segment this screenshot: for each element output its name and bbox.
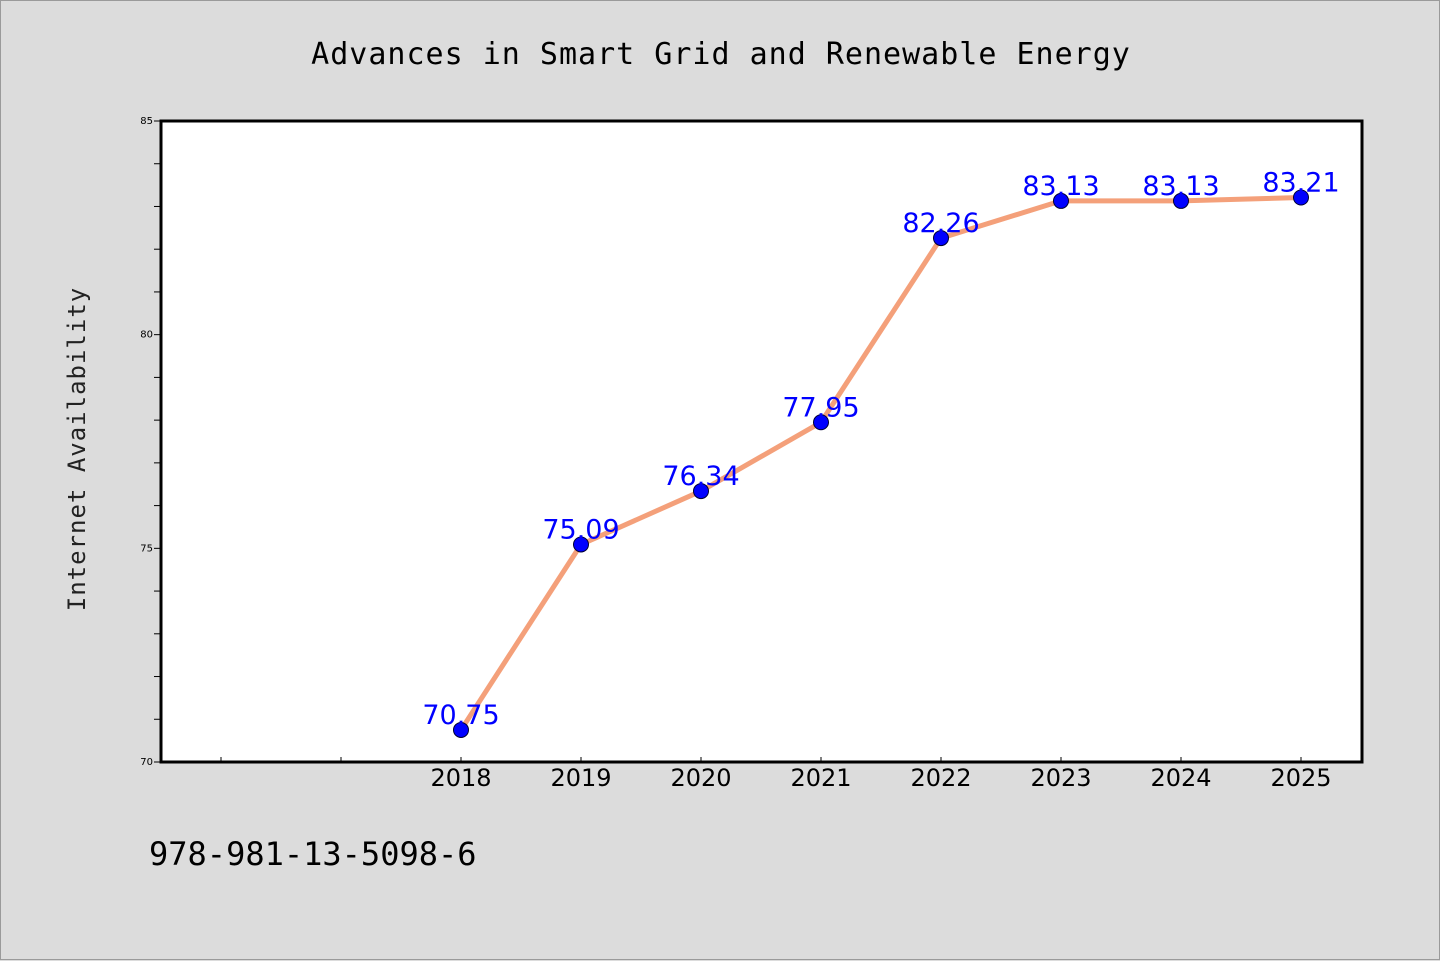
- chart-title: Advances in Smart Grid and Renewable Ene…: [311, 37, 1131, 72]
- x-tick-label: 2022: [910, 764, 971, 792]
- data-label: 83.13: [1022, 171, 1099, 202]
- y-axis-ticks: 70 75 80 85: [140, 116, 161, 768]
- series-layer: [453, 189, 1309, 738]
- x-tick-label: 2025: [1270, 764, 1331, 792]
- data-point: [453, 721, 469, 738]
- data-label: 76.34: [662, 461, 739, 492]
- x-tick-label: 2019: [550, 764, 611, 792]
- data-label: 83.13: [1142, 171, 1219, 202]
- y-axis-label: Internet Availability: [63, 287, 91, 611]
- data-point: [573, 536, 589, 553]
- data-point: [693, 483, 709, 500]
- data-label: 70.75: [422, 700, 499, 731]
- data-label: 82.26: [902, 208, 979, 239]
- x-tick-label: 2024: [1150, 764, 1211, 792]
- x-tick-label: 2021: [790, 764, 851, 792]
- isbn-text: 978-981-13-5098-6: [149, 835, 477, 873]
- data-point: [1293, 189, 1309, 206]
- x-tick-label: 2018: [430, 764, 491, 792]
- x-axis-ticks: 2018 2019 2020 2021 2022 2023 2024 2025: [220, 757, 1332, 792]
- data-point: [813, 414, 829, 431]
- x-tick-label: 2023: [1030, 764, 1091, 792]
- data-label-layer: 70.75 75.09 76.34 77.95 82.26 83.13 83.13 83.21: [422, 167, 1339, 730]
- y-tick-label: 70: [140, 757, 153, 768]
- y-tick-label: 75: [140, 543, 153, 554]
- data-label: 77.95: [782, 392, 859, 423]
- data-point: [1173, 192, 1189, 209]
- data-point: [1053, 192, 1069, 209]
- data-label: 75.09: [542, 514, 619, 545]
- plot-area: [159, 119, 1364, 764]
- y-tick-label: 85: [140, 116, 153, 127]
- x-tick-label: 2020: [670, 764, 731, 792]
- y-tick-label: 80: [140, 330, 153, 341]
- data-point: [933, 230, 949, 247]
- data-label: 83.21: [1262, 167, 1339, 198]
- series-line: [458, 194, 1304, 733]
